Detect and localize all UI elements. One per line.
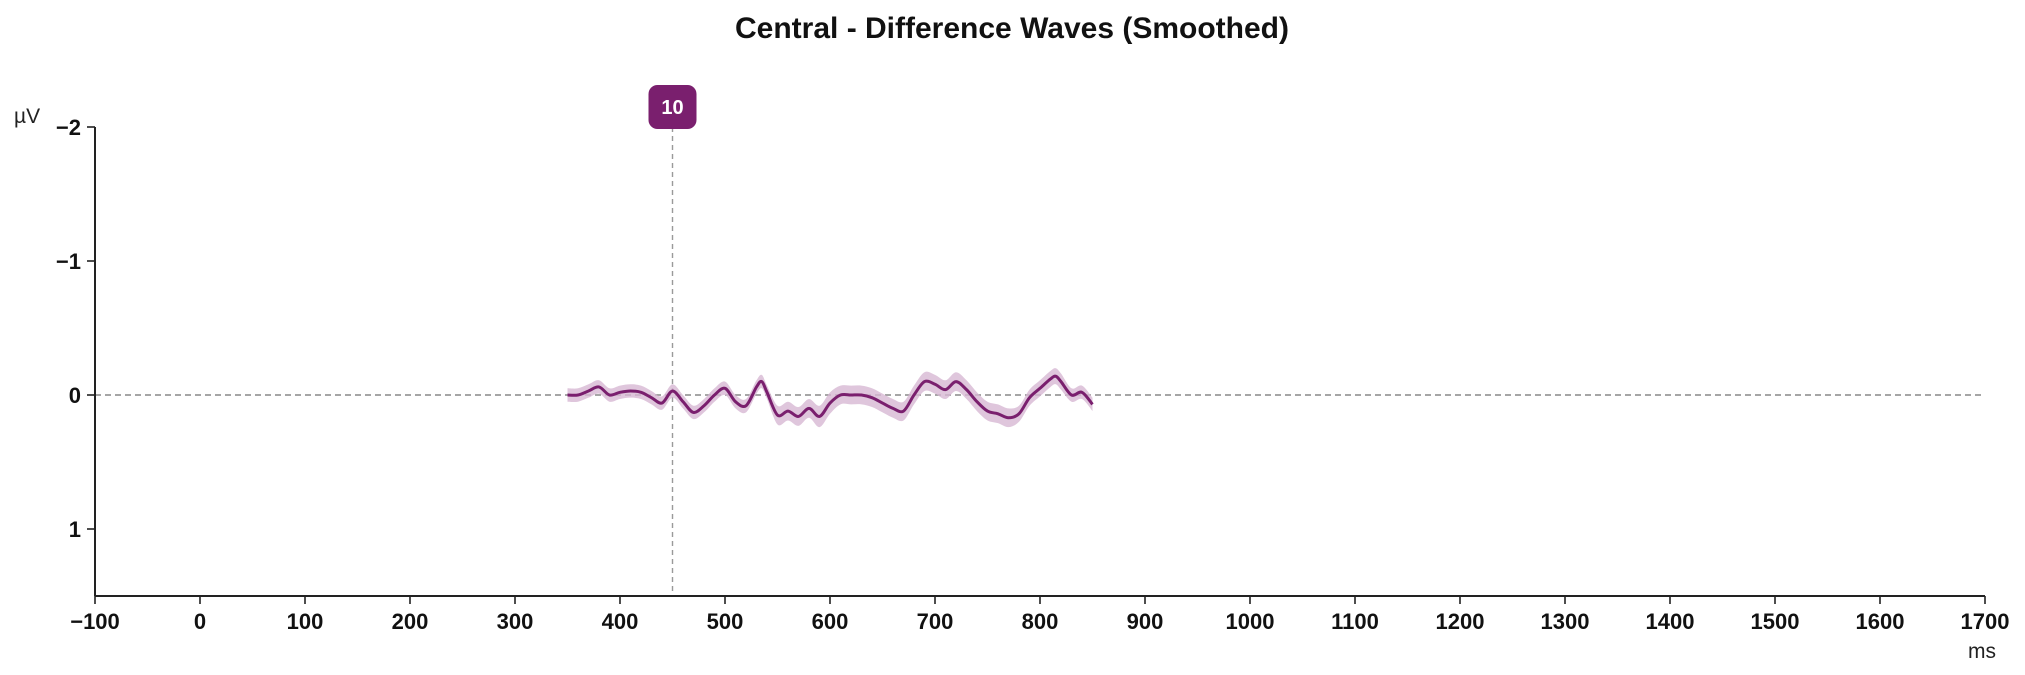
- x-tick-label: 300: [497, 609, 534, 634]
- x-tick-label: 600: [812, 609, 849, 634]
- y-tick-label: 0: [69, 383, 81, 408]
- x-tick-label: 1700: [1961, 609, 2010, 634]
- plot-area: −100 0 100 200 300 400 500 600 700 800 900 1000 1100…: [56, 85, 2010, 634]
- x-tick-label: 800: [1022, 609, 1059, 634]
- x-tick-label: 0: [194, 609, 206, 634]
- x-tick-label: 200: [392, 609, 429, 634]
- marker-badge: [648, 85, 697, 129]
- x-tick-label: −100: [70, 609, 120, 634]
- marker-badge-label: 10: [661, 97, 683, 119]
- x-tick-label: 1100: [1331, 609, 1379, 634]
- x-tick-label: 1500: [1751, 609, 1800, 634]
- chart-title: Central - Difference Waves (Smoothed): [735, 12, 1289, 45]
- x-tick-label: 100: [287, 609, 324, 634]
- x-tick-label: 400: [602, 609, 639, 634]
- y-axis-unit-label: µV: [14, 105, 40, 128]
- y-tick-label: −2: [56, 115, 81, 140]
- series-line-0: [567, 374, 1094, 420]
- x-tick-label: 700: [917, 609, 954, 634]
- x-tick-label: 1300: [1541, 609, 1590, 634]
- x-tick-label: 1200: [1436, 609, 1485, 634]
- x-axis-unit-label: ms: [1968, 640, 1996, 663]
- x-tick-label: 500: [707, 609, 744, 634]
- x-tick-label: 1600: [1856, 609, 1905, 634]
- x-tick-label: 1000: [1226, 609, 1275, 634]
- y-tick-label: 1: [69, 517, 81, 542]
- x-tick-label: 1400: [1646, 609, 1695, 634]
- x-tick-label: 900: [1127, 609, 1164, 634]
- y-tick-label: −1: [56, 249, 81, 274]
